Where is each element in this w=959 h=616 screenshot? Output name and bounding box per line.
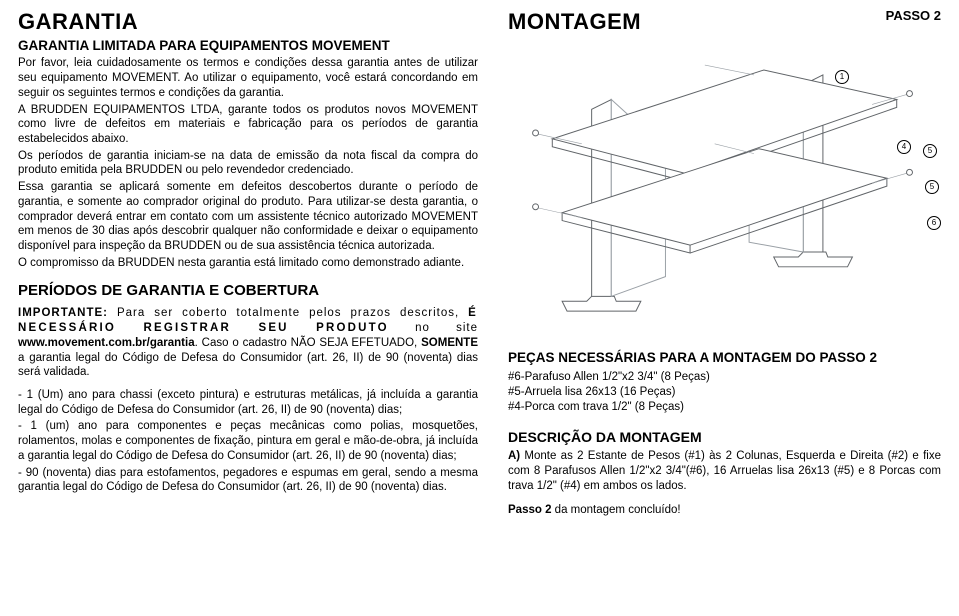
warranty-para-intro: Por favor, leia cuidadosamente os termos… xyxy=(18,56,478,100)
part-item: #5-Arruela lisa 26x13 (16 Peças) xyxy=(508,385,941,400)
part-item: #6-Parafuso Allen 1/2"x2 3/4" (8 Peças) xyxy=(508,370,941,385)
step-done: Passo 2 da montagem concluído! xyxy=(508,503,941,518)
bullet-2: - 1 (um) ano para componentes e peças me… xyxy=(18,419,478,463)
warranty-para-periods: Os períodos de garantia iniciam-se na da… xyxy=(18,149,478,178)
description-heading: DESCRIÇÃO DA MONTAGEM xyxy=(508,429,941,446)
step-label: PASSO 2 xyxy=(886,8,941,25)
site-lead: no site xyxy=(389,322,478,334)
important-lead: IMPORTANTE: xyxy=(18,307,108,319)
step-a-text: Monte as 2 Estante de Pesos (#1) às 2 Co… xyxy=(508,450,941,491)
step-done-rest: da montagem concluído! xyxy=(551,504,680,516)
bullet-3: - 90 (noventa) dias para estofamentos, p… xyxy=(18,466,478,495)
step-done-lead: Passo 2 xyxy=(508,504,551,516)
warranty-title: GARANTIA xyxy=(18,8,478,36)
description-body: A) Monte as 2 Estante de Pesos (#1) às 2… xyxy=(508,449,941,493)
left-column: GARANTIA GARANTIA LIMITADA PARA EQUIPAME… xyxy=(18,8,478,518)
assembly-diagram: 1 4 5 5 6 xyxy=(508,48,941,338)
parts-list: #6-Parafuso Allen 1/2"x2 3/4" (8 Peças) … xyxy=(508,370,941,414)
right-column: PASSO 2 MONTAGEM xyxy=(508,8,941,518)
bullet-1: - 1 (Um) ano para chassi (exceto pintura… xyxy=(18,388,478,417)
important-block: IMPORTANTE: Para ser coberto totalmente … xyxy=(18,306,478,380)
parts-heading: PEÇAS NECESSÁRIAS PARA A MONTAGEM DO PAS… xyxy=(508,350,941,366)
assembly-title: MONTAGEM xyxy=(508,8,941,36)
warranty-subtitle: GARANTIA LIMITADA PARA EQUIPAMENTOS MOVE… xyxy=(18,38,478,54)
site-url: www.movement.com.br/garantia xyxy=(18,337,195,349)
warranty-para-scope: Essa garantia se aplicará somente em def… xyxy=(18,180,478,254)
after-site: . Caso o cadastro NÃO SEJA EFETUADO, xyxy=(195,337,422,349)
only-after: a garantia legal do Código de Defesa do … xyxy=(18,352,478,379)
warranty-para-company: A BRUDDEN EQUIPAMENTOS LTDA, garante tod… xyxy=(18,103,478,147)
periods-heading: PERÍODOS DE GARANTIA E COBERTURA xyxy=(18,282,478,300)
only-label: SOMENTE xyxy=(421,337,478,349)
step-a-lead: A) xyxy=(508,450,520,462)
warranty-para-commit: O compromisso da BRUDDEN nesta garantia … xyxy=(18,256,478,271)
part-item: #4-Porca com trava 1/2" (8 Peças) xyxy=(508,400,941,415)
rack-illustration xyxy=(508,48,941,338)
important-rest: Para ser coberto totalmente pelos prazos… xyxy=(108,307,468,319)
